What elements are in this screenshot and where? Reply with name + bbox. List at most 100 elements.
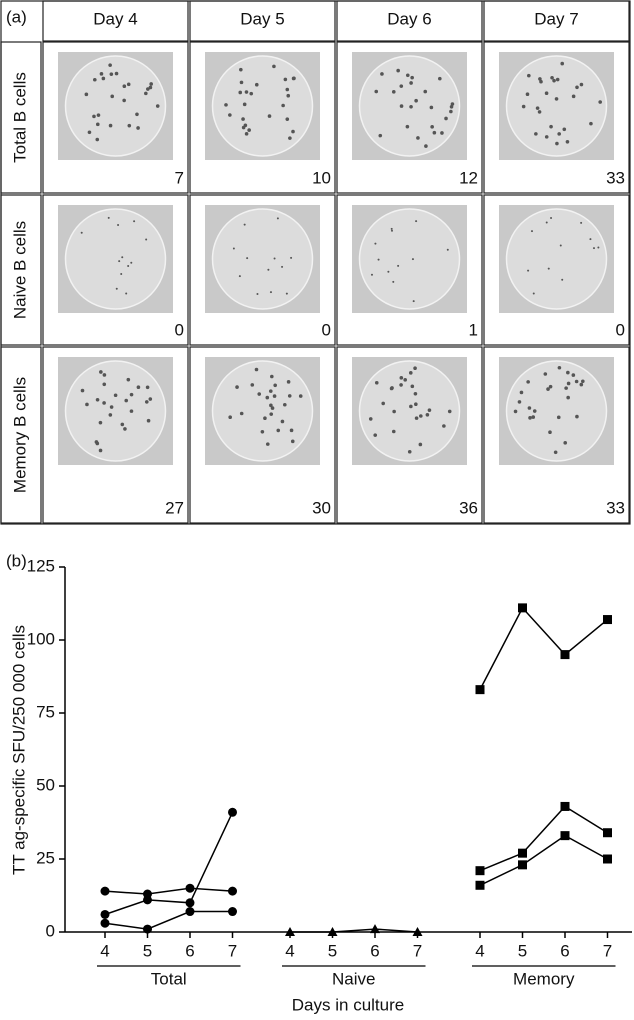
spot [254, 367, 259, 372]
x-tick-label: 5 [143, 941, 152, 960]
spot [121, 256, 124, 259]
spot [290, 256, 293, 259]
spot [102, 382, 107, 387]
spot [276, 217, 279, 220]
spot [126, 82, 131, 87]
spot [416, 136, 420, 140]
y-tick-label: 50 [36, 775, 55, 794]
spot [378, 133, 383, 138]
spot [532, 409, 537, 413]
spot [269, 412, 274, 416]
spot [413, 391, 418, 396]
spot [270, 374, 274, 379]
x-tick-label: 4 [475, 941, 484, 960]
spot [273, 257, 276, 260]
spot-count: 12 [459, 168, 478, 187]
spot [269, 403, 273, 408]
x-tick-label: 6 [185, 941, 194, 960]
point [475, 685, 485, 695]
spot [546, 387, 550, 391]
spot [247, 128, 251, 132]
y-tick-label: 25 [36, 848, 55, 867]
row-label: Total B cells [10, 72, 29, 163]
spot [413, 366, 417, 371]
spot [269, 291, 272, 294]
image-cell [189, 194, 336, 346]
spot [407, 449, 412, 454]
spot [561, 278, 564, 281]
spot [239, 80, 244, 85]
spot-count: 33 [606, 498, 625, 517]
spot [513, 409, 518, 414]
x-tick-label: 7 [413, 941, 422, 960]
spot [399, 104, 404, 108]
spot [527, 269, 530, 272]
point [560, 801, 570, 811]
spot [537, 110, 542, 114]
y-tick-label: 125 [27, 556, 55, 575]
point [412, 927, 423, 936]
spot [272, 64, 276, 69]
spot [242, 102, 247, 107]
x-tick-label: 4 [100, 941, 109, 960]
spot [288, 136, 292, 140]
spot [592, 247, 595, 250]
spot [534, 132, 538, 136]
spot [450, 102, 455, 106]
spot [449, 109, 453, 114]
spot [391, 90, 396, 94]
spot [228, 415, 232, 420]
spot [566, 370, 570, 375]
point [285, 927, 295, 936]
spot [424, 144, 428, 148]
point [228, 907, 237, 917]
spot-count: 0 [322, 320, 331, 339]
spot [144, 400, 149, 404]
row-label-cell [0, 346, 42, 524]
spot-count: 1 [469, 320, 478, 339]
spot [447, 409, 452, 414]
spot [559, 244, 562, 247]
spot [579, 382, 584, 387]
spot [581, 379, 585, 384]
series-line [290, 928, 418, 933]
spot [432, 130, 437, 135]
spot-count: 10 [312, 168, 331, 187]
spot [374, 89, 379, 94]
spot [399, 383, 403, 387]
spot [368, 417, 373, 421]
spot [298, 394, 303, 398]
spot [238, 90, 243, 95]
spot [440, 131, 444, 135]
spot [547, 267, 550, 270]
spot [532, 292, 535, 295]
spot [554, 97, 559, 101]
spot [120, 273, 123, 276]
well [211, 208, 314, 310]
point [185, 883, 195, 893]
spot [80, 231, 83, 234]
spot-count: 0 [175, 320, 184, 339]
spot [273, 383, 277, 388]
spot [286, 93, 291, 98]
spot [555, 77, 560, 82]
spot [265, 395, 270, 400]
spot [392, 280, 395, 283]
header-cell [336, 0, 483, 42]
spot [549, 124, 553, 129]
spot [525, 92, 530, 96]
spot [548, 384, 553, 389]
point [100, 909, 110, 919]
spot [412, 300, 415, 303]
spot [575, 85, 579, 90]
spot [85, 402, 89, 407]
spot [392, 409, 396, 414]
column-header: Day 5 [240, 9, 284, 28]
series-line [479, 606, 608, 690]
panel-label: (b) [6, 551, 27, 570]
spot [281, 265, 284, 268]
x-tick-label: 6 [560, 941, 569, 960]
spot [95, 122, 100, 127]
x-tick-label: 7 [228, 941, 237, 960]
point [518, 603, 527, 613]
